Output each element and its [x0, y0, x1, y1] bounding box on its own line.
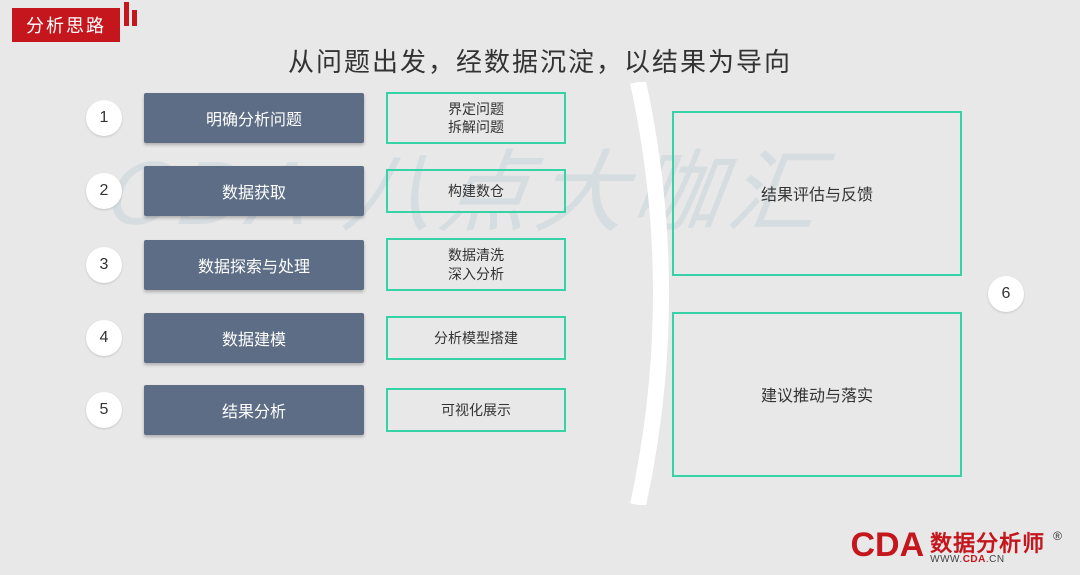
brand-url-highlight: CDA — [963, 554, 986, 565]
brand-url-suffix: .CN — [986, 554, 1005, 565]
registered-icon: ® — [1053, 529, 1062, 543]
step-box: 结果分析 — [144, 385, 364, 435]
step-number: 5 — [86, 392, 122, 428]
step-number: 4 — [86, 320, 122, 356]
step-number: 3 — [86, 247, 122, 283]
brand-logo-sub: 数据分析师 WWW.CDA.CN — [930, 533, 1045, 565]
step-box: 数据建模 — [144, 313, 364, 363]
outputs-column: 结果评估与反馈 建议推动与落实 — [672, 92, 962, 495]
steps-column: 1 明确分析问题 界定问题 拆解问题 2 数据获取 构建数仓 3 数据探索与处理… — [86, 92, 606, 435]
step-box: 数据获取 — [144, 166, 364, 216]
step-number: 2 — [86, 173, 122, 209]
brand-logo-url: WWW.CDA.CN — [930, 555, 1045, 565]
header-tag-decor-icon — [124, 8, 137, 26]
brand-url-prefix: WWW. — [930, 554, 963, 565]
step-number: 1 — [86, 100, 122, 136]
step-sub-line: 可视化展示 — [441, 401, 511, 419]
step-row: 2 数据获取 构建数仓 — [86, 166, 606, 216]
step-sub-line: 分析模型搭建 — [434, 329, 518, 347]
page-title: 从问题出发，经数据沉淀，以结果为导向 — [0, 42, 1080, 79]
step-row: 5 结果分析 可视化展示 — [86, 385, 606, 435]
diagram-stage: 1 明确分析问题 界定问题 拆解问题 2 数据获取 构建数仓 3 数据探索与处理… — [86, 92, 1024, 495]
step-sub-box: 界定问题 拆解问题 — [386, 92, 566, 144]
step-box: 数据探索与处理 — [144, 240, 364, 290]
step-sub-line: 构建数仓 — [448, 182, 504, 200]
output-number: 6 — [988, 276, 1024, 312]
step-sub-box: 分析模型搭建 — [386, 316, 566, 360]
header-tag-wrap: 分析思路 — [12, 8, 137, 42]
step-sub-line: 界定问题 — [448, 100, 504, 118]
output-box: 建议推动与落实 — [672, 312, 962, 477]
brand-logo: CDA 数据分析师 WWW.CDA.CN ® — [850, 526, 1060, 565]
step-sub-box: 数据清洗 深入分析 — [386, 238, 566, 290]
step-row: 3 数据探索与处理 数据清洗 深入分析 — [86, 238, 606, 290]
brand-logo-main: CDA — [850, 526, 924, 565]
step-box: 明确分析问题 — [144, 93, 364, 143]
step-row: 1 明确分析问题 界定问题 拆解问题 — [86, 92, 606, 144]
output-box: 结果评估与反馈 — [672, 111, 962, 276]
step-row: 4 数据建模 分析模型搭建 — [86, 313, 606, 363]
step-sub-line: 数据清洗 — [448, 246, 504, 264]
step-sub-line: 深入分析 — [448, 265, 504, 283]
header-tag: 分析思路 — [12, 8, 120, 42]
step-sub-box: 构建数仓 — [386, 169, 566, 213]
step-sub-box: 可视化展示 — [386, 388, 566, 432]
brand-logo-cn: 数据分析师 — [930, 533, 1045, 555]
step-sub-line: 拆解问题 — [448, 118, 504, 136]
